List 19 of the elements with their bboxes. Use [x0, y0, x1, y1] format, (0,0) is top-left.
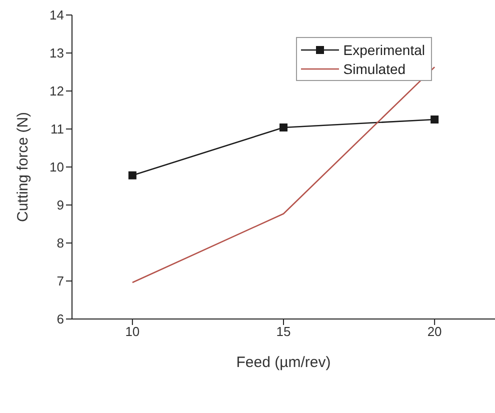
y-tick-label: 10	[50, 160, 64, 175]
x-tick-label: 15	[276, 324, 291, 340]
y-tick-label: 13	[50, 46, 64, 61]
x-tick-label: 20	[427, 324, 442, 340]
legend-label: Experimental	[343, 42, 425, 58]
legend-label: Simulated	[343, 60, 406, 76]
y-tick-label: 12	[50, 84, 64, 99]
x-axis-title: Feed (µm/rev)	[236, 354, 331, 371]
y-tick-label: 8	[56, 236, 64, 251]
y-tick-label: 6	[56, 312, 64, 327]
point	[430, 116, 439, 124]
point	[280, 123, 288, 132]
x-tick-label: 10	[125, 324, 140, 340]
y-tick-label: 14	[50, 8, 64, 23]
point	[128, 171, 136, 180]
y-tick-label: 11	[50, 122, 64, 137]
y-axis-title: Cutting force (N)	[14, 112, 32, 222]
y-tick-label: 7	[56, 274, 64, 289]
y-tick-label: 9	[56, 198, 64, 213]
